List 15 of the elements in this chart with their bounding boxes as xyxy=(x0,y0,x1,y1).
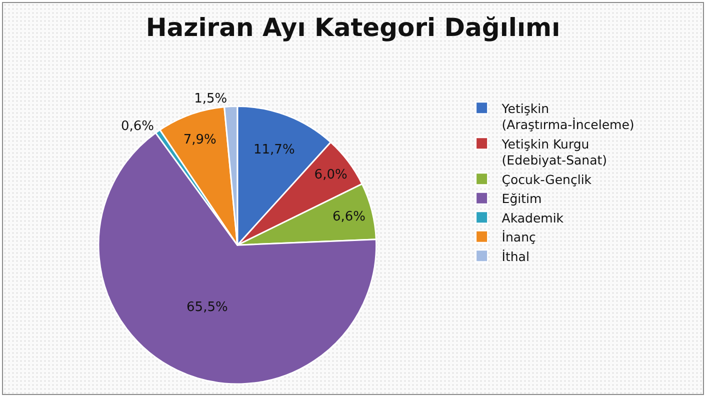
legend-label: Akademik xyxy=(502,210,564,226)
data-label: 0,6% xyxy=(120,118,154,134)
legend-label: Yetişkin Kurgu (Edebiyat-Sanat) xyxy=(500,136,608,168)
data-label: 6,6% xyxy=(332,209,366,224)
data-label: 1,5% xyxy=(194,91,228,106)
data-label: 11,7% xyxy=(254,142,295,158)
data-label: 65,5% xyxy=(186,300,228,316)
data-label: 7,9% xyxy=(183,132,216,148)
legend-label: Yetişkin (Araştırma-İnceleme) xyxy=(500,100,634,132)
legend-label: İthal xyxy=(502,248,530,264)
legend-label: İnanç xyxy=(502,230,536,245)
legend-label: Eğitim xyxy=(502,191,542,206)
chart-title: Haziran Ayı Kategori Dağılımı xyxy=(146,13,560,42)
legend-label: Çocuk-Gençlik xyxy=(502,172,592,187)
data-label: 6,0% xyxy=(314,167,348,182)
